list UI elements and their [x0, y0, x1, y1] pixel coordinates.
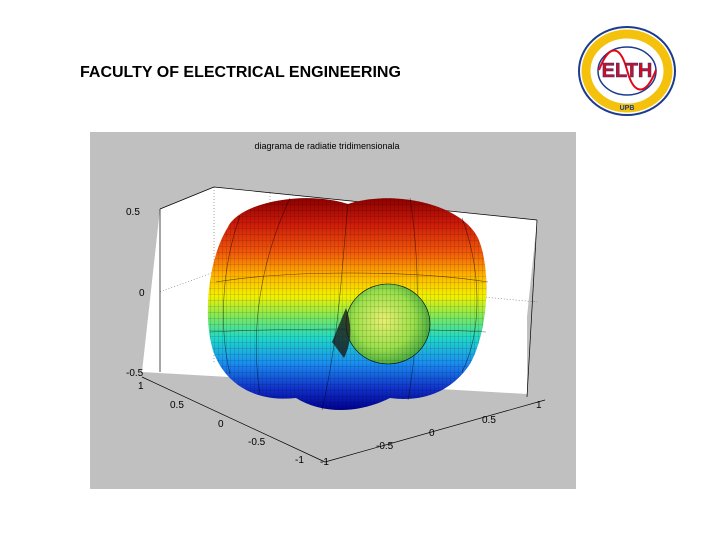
z-tick: -0.5	[126, 368, 144, 379]
y-tick: 0.5	[482, 415, 496, 426]
z-tick: 0	[139, 288, 145, 299]
chart-title: diagrama de radiatie tridimensionala	[254, 141, 399, 151]
y-tick: 0	[429, 428, 435, 439]
svg-text:ELTH: ELTH	[602, 60, 653, 82]
y-tick: 1	[536, 400, 542, 411]
x-tick: 0	[218, 419, 224, 430]
x-tick: 0.5	[170, 400, 184, 411]
x-axis-ticks: 1 0.5 0 -0.5 -1	[138, 381, 304, 466]
y-tick: -1	[320, 457, 329, 468]
radiation-surface	[207, 197, 489, 411]
z-tick: 0.5	[126, 207, 140, 218]
y-tick: -0.5	[376, 441, 394, 452]
x-tick: 1	[138, 381, 144, 392]
elth-logo: ELTH UPB	[576, 24, 678, 118]
x-tick: -0.5	[248, 437, 266, 448]
svg-text:UPB: UPB	[620, 105, 635, 112]
z-axis-ticks: 0.5 0 -0.5	[126, 207, 145, 379]
radiation-figure: diagrama de radiatie tridimensionala	[90, 132, 576, 489]
x-tick: -1	[295, 455, 304, 466]
y-axis-ticks: -1 -0.5 0 0.5 1	[320, 400, 542, 468]
slide-title: FACULTY OF ELECTRICAL ENGINEERING	[80, 64, 401, 81]
